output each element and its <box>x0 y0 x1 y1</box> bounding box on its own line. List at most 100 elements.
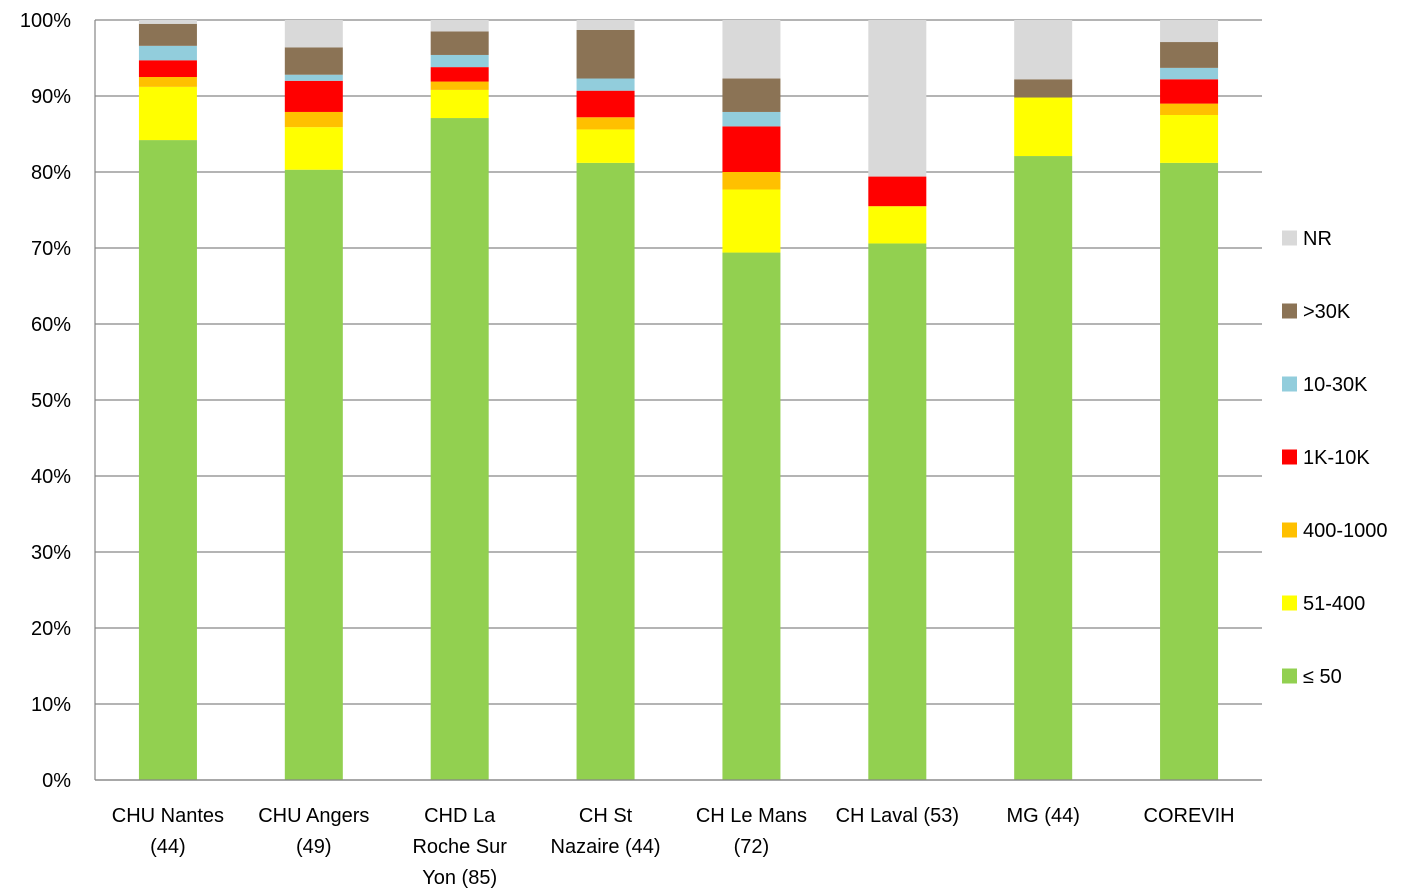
bar-stack <box>722 20 781 780</box>
bar-stack <box>868 20 927 780</box>
legend-label: ≤ 50 <box>1303 666 1342 688</box>
bar-segment <box>138 77 197 87</box>
bar-segment <box>284 169 343 781</box>
bar-segment <box>1160 20 1219 43</box>
bar-segment <box>576 20 635 30</box>
bar-stack <box>576 20 635 780</box>
bar-segment <box>430 89 489 119</box>
x-category-label-line: MG (44) <box>1007 805 1080 827</box>
bar-segment <box>1014 20 1073 80</box>
x-category-label-line: CH Le Mans <box>696 805 807 827</box>
y-tick-label: 10% <box>31 694 71 716</box>
bar-segment <box>868 20 927 177</box>
y-axis-tick-labels: 0% 10% 20% 30% 40% 50% 60% 70% 80% 90% 100% <box>20 10 71 792</box>
bar-segment <box>284 20 343 48</box>
bar-segment <box>722 20 781 79</box>
legend-item: 1K-10K <box>1282 447 1370 469</box>
legend-label: NR <box>1303 228 1332 250</box>
bar-segment <box>138 86 197 141</box>
legend-label: 400-1000 <box>1303 520 1388 542</box>
legend-item: 400-1000 <box>1282 520 1388 542</box>
legend-swatch <box>1282 449 1297 465</box>
bar-segment <box>722 172 781 190</box>
x-category-label: CHU Angers (49) <box>258 805 369 858</box>
bar-segment <box>284 127 343 170</box>
bar-segment <box>430 81 489 90</box>
bar-segment <box>868 206 927 244</box>
bar-segment <box>284 47 343 75</box>
x-category-label: COREVIH <box>1144 805 1235 827</box>
bar-segment <box>868 243 927 780</box>
bar-segment <box>868 176 927 207</box>
bar-segment <box>430 20 489 32</box>
bar-segment <box>576 78 635 91</box>
bar-segment <box>284 74 343 81</box>
x-category-label-line: CH Laval (53) <box>836 805 959 827</box>
legend-item: >30K <box>1282 301 1351 323</box>
x-category-label-line: (44) <box>150 836 186 858</box>
x-category-label-line: CHU Angers <box>258 805 369 827</box>
bar-segment <box>1160 67 1219 80</box>
bar-segment <box>430 67 489 82</box>
legend-item: 10-30K <box>1282 374 1368 396</box>
x-category-label: CHD La Roche Sur Yon (85) <box>412 805 507 889</box>
x-category-label: CH Laval (53) <box>836 805 959 827</box>
x-category-label: CH St Nazaire (44) <box>551 805 661 858</box>
y-tick-label: 80% <box>31 162 71 184</box>
x-axis-category-labels: CHU Nantes (44) CHU Angers (49) CHD La Roche … <box>112 805 1235 889</box>
bar-stack <box>284 20 343 781</box>
legend-swatch <box>1282 668 1297 684</box>
bar-segment <box>138 23 197 46</box>
bar-groups <box>138 20 1219 781</box>
x-category-label-line: Yon (85) <box>422 867 497 889</box>
bar-segment <box>576 129 635 163</box>
legend-label: >30K <box>1303 301 1351 323</box>
x-category-label: CH Le Mans (72) <box>696 805 807 858</box>
x-category-label-line: (49) <box>296 836 332 858</box>
x-category-label: CHU Nantes (44) <box>112 805 224 858</box>
legend-swatch <box>1282 595 1297 611</box>
legend-item: 51-400 <box>1282 593 1365 615</box>
x-category-label-line: Roche Sur <box>412 836 507 858</box>
bar-segment <box>1160 42 1219 68</box>
bar-segment <box>722 78 781 112</box>
y-tick-label: 20% <box>31 618 71 640</box>
y-tick-label: 50% <box>31 390 71 412</box>
gridlines <box>95 19 1262 781</box>
bar-segment <box>576 90 635 118</box>
axes <box>94 20 1262 781</box>
bar-segment <box>722 189 781 253</box>
bar-segment <box>284 111 343 128</box>
legend-swatch <box>1282 230 1297 246</box>
bar-segment <box>722 252 781 780</box>
x-category-label-line: Nazaire (44) <box>551 836 661 858</box>
legend-swatch <box>1282 376 1297 392</box>
x-category-label: MG (44) <box>1007 805 1080 827</box>
bar-stack <box>1160 20 1219 780</box>
x-category-label-line: COREVIH <box>1144 805 1235 827</box>
x-category-label-line: CH St <box>579 805 633 827</box>
bar-segment <box>1160 162 1219 780</box>
bar-segment <box>1160 115 1219 163</box>
legend-item: ≤ 50 <box>1282 666 1342 688</box>
bar-segment <box>1014 156 1073 781</box>
bar-segment <box>138 60 197 77</box>
bar-segment <box>284 80 343 112</box>
y-tick-label: 0% <box>42 770 71 792</box>
bar-segment <box>576 162 635 780</box>
bar-segment <box>1014 79 1073 98</box>
bar-segment <box>722 126 781 172</box>
bar-stack <box>430 20 489 781</box>
bar-segment <box>1160 79 1219 104</box>
y-tick-label: 40% <box>31 466 71 488</box>
bar-segment <box>138 20 197 24</box>
bar-segment <box>430 118 489 781</box>
bar-stack <box>138 20 197 780</box>
bar-segment <box>576 29 635 79</box>
legend-swatch <box>1282 522 1297 538</box>
bar-segment <box>138 140 197 780</box>
y-tick-label: 30% <box>31 542 71 564</box>
bar-stack <box>1014 20 1073 781</box>
bar-segment <box>138 45 197 61</box>
